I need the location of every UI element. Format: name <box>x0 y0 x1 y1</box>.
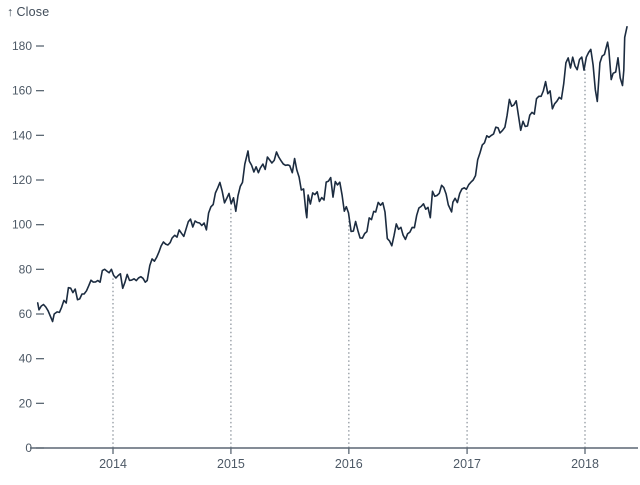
y-tick-label: 20 <box>19 396 33 410</box>
y-tick-label: 120 <box>12 173 32 187</box>
y-tick-label: 100 <box>12 218 32 232</box>
y-tick-label: 160 <box>12 84 32 98</box>
x-tick-label: 2016 <box>335 457 363 471</box>
y-tick-label: 80 <box>19 262 33 276</box>
x-tick-label: 2018 <box>571 457 599 471</box>
x-tick-label: 2017 <box>453 457 481 471</box>
close-price-line <box>36 26 628 323</box>
chart-title-label: Close <box>16 5 50 19</box>
y-tick-label: 40 <box>19 352 33 366</box>
y-tick-label: 140 <box>12 128 32 142</box>
up-arrow-icon: ↑ <box>7 5 14 19</box>
chart-title: ↑ Close <box>7 5 49 19</box>
x-tick-label: 2015 <box>217 457 245 471</box>
y-tick-label: 180 <box>12 39 32 53</box>
y-tick-label: 0 <box>25 441 32 455</box>
y-tick-label: 60 <box>19 307 33 321</box>
x-tick-label: 2014 <box>99 457 127 471</box>
